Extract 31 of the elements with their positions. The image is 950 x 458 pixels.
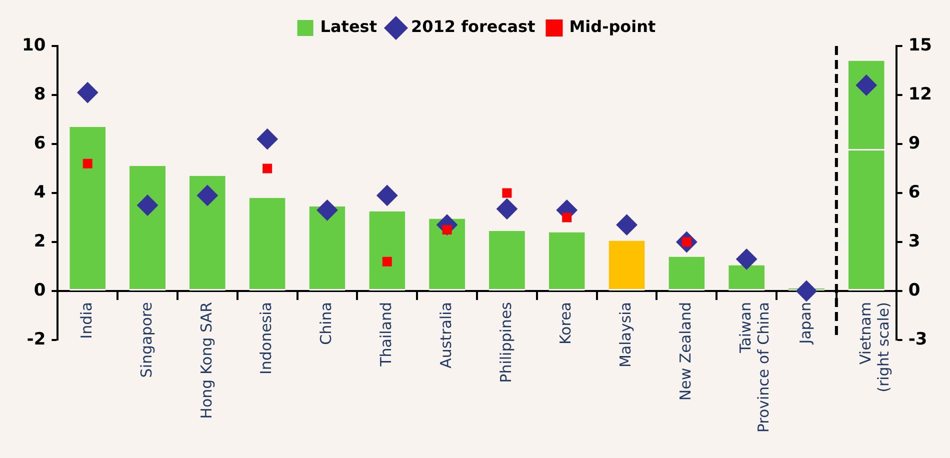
x-tick-label: Philippines bbox=[496, 302, 515, 383]
x-tick-label: Hong Kong SAR bbox=[197, 302, 216, 419]
x-tick-label: Japan bbox=[796, 302, 814, 345]
y-tick-label: 2 bbox=[34, 231, 46, 252]
y-tick-label: 10 bbox=[22, 35, 46, 56]
y2-tick-label: -3 bbox=[908, 329, 928, 350]
y2-tick-label: 15 bbox=[908, 35, 932, 56]
y2-tick-label: 3 bbox=[908, 231, 920, 252]
x-tick-label: Malaysia bbox=[616, 302, 635, 368]
x-tick-label: Australia bbox=[436, 302, 455, 368]
x-tick-label: China bbox=[317, 302, 336, 345]
y2-tick-label: 0 bbox=[908, 280, 920, 300]
x-tick-label: Thailand bbox=[377, 302, 396, 368]
x-tick-label: Singapore bbox=[137, 302, 156, 378]
x-tick-label: Taiwan Province of China bbox=[736, 302, 772, 433]
x-tick-label: New Zealand bbox=[676, 302, 695, 401]
y2-tick-label: 6 bbox=[908, 182, 920, 202]
legend-label: Mid-point bbox=[569, 17, 656, 36]
y2-tick-label: 9 bbox=[908, 133, 920, 154]
y-tick-label: 6 bbox=[34, 133, 46, 154]
y-tick-label: 0 bbox=[34, 280, 46, 300]
x-tick-label: Korea bbox=[556, 302, 575, 345]
legend-label: Latest bbox=[320, 17, 378, 36]
x-tick-label: Indonesia bbox=[257, 302, 276, 375]
y2-tick-label: 12 bbox=[908, 84, 932, 104]
y-tick-label: -2 bbox=[26, 329, 46, 350]
x-tick-label: India bbox=[78, 302, 96, 339]
x-tick-label: Vietnam (right scale) bbox=[856, 302, 892, 392]
legend-label: 2012 forecast bbox=[410, 17, 536, 36]
y-tick-label: 8 bbox=[34, 84, 46, 104]
y-tick-label: 4 bbox=[34, 182, 46, 202]
